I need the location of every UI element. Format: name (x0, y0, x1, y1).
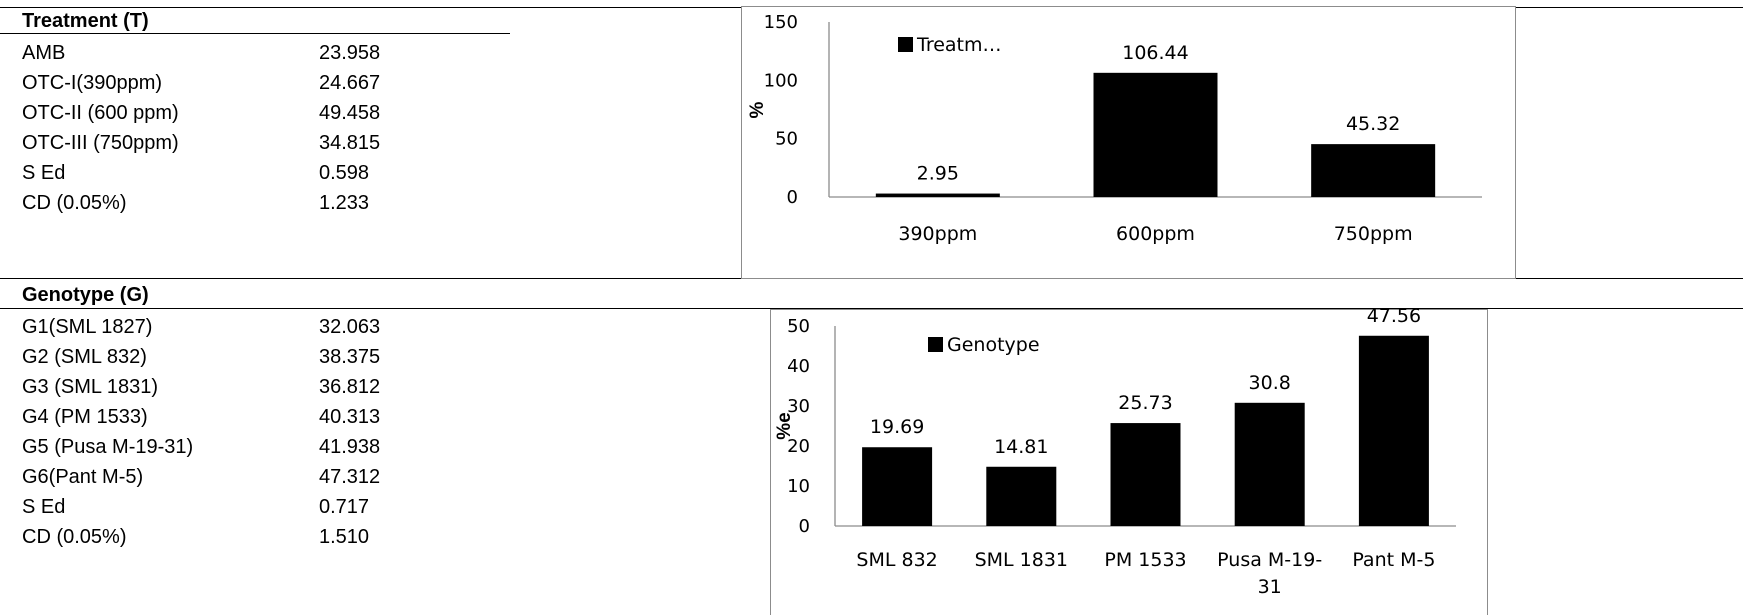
genotype-table: G1(SML 1827) 32.063 G2 (SML 832) 38.375 G3 (… (22, 312, 439, 552)
bar (986, 466, 1057, 526)
legend-swatch (928, 337, 943, 352)
y-axis-title: % (747, 101, 768, 118)
category-label: SML 1831 (975, 549, 1068, 571)
table-row: S Ed 0.598 (22, 158, 439, 188)
row-label: G2 (SML 832) (22, 346, 147, 368)
treatment-table: AMB 23.958 OTC-I(390ppm) 24.667 OTC-II (600 … (22, 38, 439, 218)
row-value: 34.815 (319, 132, 381, 154)
data-label: 25.73 (1118, 392, 1172, 414)
row-label: G3 (SML 1831) (22, 376, 158, 398)
table-row: G1(SML 1827) 32.063 (22, 312, 439, 342)
row-label: G5 (Pusa M-19-31) (22, 436, 194, 458)
row-value: 1.510 (319, 526, 370, 548)
legend-label: Treatm… (916, 34, 1002, 56)
y-tick-label: 0 (799, 516, 810, 537)
y-axis-title: %e (774, 412, 795, 439)
bar (1358, 335, 1429, 526)
table-row: G6(Pant M-5) 47.312 (22, 462, 439, 492)
row-label: OTC-II (600 ppm) (22, 102, 179, 124)
y-tick-label: 40 (787, 356, 810, 377)
row-label: G1(SML 1827) (22, 316, 153, 338)
row-label: S Ed (22, 162, 66, 184)
row-value: 23.958 (319, 42, 381, 64)
row-value: 47.312 (319, 466, 381, 488)
table-row: OTC-I(390ppm) 24.667 (22, 68, 439, 98)
bar (1110, 423, 1181, 526)
category-label: SML 832 (856, 549, 937, 571)
table-row: CD (0.05%) 1.233 (22, 188, 439, 218)
category-label: Pant M-5 (1352, 549, 1435, 571)
y-tick-label: 150 (764, 12, 798, 33)
y-tick-label: 0 (787, 187, 798, 208)
table-row: G3 (SML 1831) 36.812 (22, 372, 439, 402)
y-tick-label: 50 (787, 316, 810, 337)
genotype-section-title: Genotype (G) (22, 284, 149, 306)
table-row: OTC-II (600 ppm) 49.458 (22, 98, 439, 128)
row-value: 36.812 (319, 376, 381, 398)
bar (875, 193, 1000, 197)
category-label: PM 1533 (1104, 549, 1186, 571)
data-label: 45.32 (1346, 113, 1400, 135)
row-value: 41.938 (319, 436, 381, 458)
row-value: 32.063 (319, 316, 381, 338)
row-label: OTC-III (750ppm) (22, 132, 179, 154)
row-value: 0.717 (319, 496, 370, 518)
legend-swatch (898, 37, 913, 52)
row-label: S Ed (22, 496, 66, 518)
row-label: G4 (PM 1533) (22, 406, 148, 428)
row-value: 24.667 (319, 72, 381, 94)
table-row: S Ed 0.717 (22, 492, 439, 522)
bar (1234, 402, 1305, 526)
data-label: 30.8 (1249, 372, 1291, 394)
y-tick-label: 10 (787, 476, 810, 497)
table-row: AMB 23.958 (22, 38, 439, 68)
bar (1311, 144, 1436, 197)
row-value: 1.233 (319, 192, 370, 214)
bar (1093, 72, 1218, 197)
category-label: 750ppm (1334, 223, 1413, 245)
genotype-header-rule (0, 308, 1743, 309)
row-value: 49.458 (319, 102, 381, 124)
table-row: CD (0.05%) 1.510 (22, 522, 439, 552)
treatment-section-title: Treatment (T) (22, 10, 149, 32)
y-tick-label: 30 (787, 396, 810, 417)
y-tick-label: 100 (764, 70, 798, 91)
row-value: 0.598 (319, 162, 370, 184)
row-label: OTC-I(390ppm) (22, 72, 163, 94)
category-label: 390ppm (898, 223, 977, 245)
data-label: 106.44 (1122, 42, 1188, 64)
treatment-header-rule (0, 33, 510, 34)
row-value: 40.313 (319, 406, 381, 428)
data-label: 47.56 (1367, 305, 1421, 327)
data-label: 14.81 (994, 436, 1048, 458)
row-label: G6(Pant M-5) (22, 466, 144, 488)
row-label: CD (0.05%) (22, 526, 127, 548)
table-row: G2 (SML 832) 38.375 (22, 342, 439, 372)
y-tick-label: 50 (775, 129, 798, 150)
legend-label: Genotype (947, 334, 1040, 356)
row-value: 38.375 (319, 346, 381, 368)
category-label: 600ppm (1116, 223, 1195, 245)
category-label: Pusa M-19- (1217, 549, 1322, 571)
row-label: CD (0.05%) (22, 192, 127, 214)
data-label: 2.95 (917, 163, 959, 185)
table-row: OTC-III (750ppm) 34.815 (22, 128, 439, 158)
table-row: G5 (Pusa M-19-31) 41.938 (22, 432, 439, 462)
row-label: AMB (22, 42, 66, 64)
table-row: G4 (PM 1533) 40.313 (22, 402, 439, 432)
category-label: 31 (1258, 576, 1282, 598)
bar (862, 447, 933, 526)
data-label: 19.69 (870, 416, 924, 438)
y-tick-label: 20 (787, 436, 810, 457)
